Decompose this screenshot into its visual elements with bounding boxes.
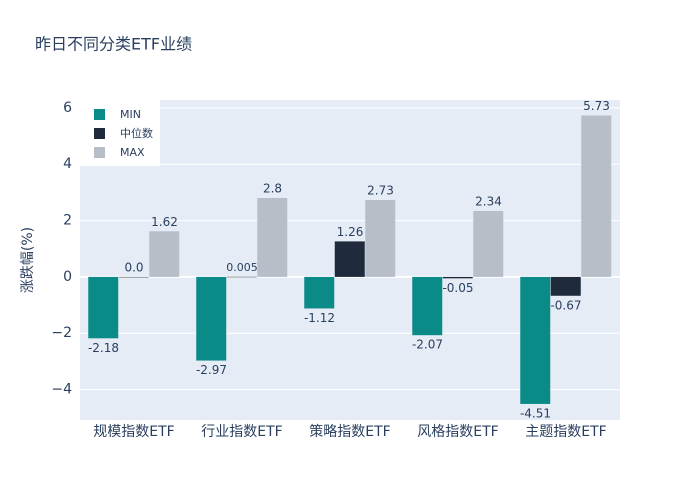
value-label: 1.62 xyxy=(151,215,178,229)
bar xyxy=(442,276,473,279)
bar xyxy=(88,276,119,339)
legend-box xyxy=(80,100,160,166)
x-tick-label: 行业指数ETF xyxy=(201,424,282,440)
bar xyxy=(118,276,149,278)
bar xyxy=(520,276,551,404)
bar xyxy=(257,198,288,277)
legend-label: 中位数 xyxy=(120,126,153,140)
x-tick-label: 主题指数ETF xyxy=(525,424,606,440)
bar xyxy=(304,276,335,309)
y-tick-label: 6 xyxy=(63,100,72,116)
value-label: 2.34 xyxy=(475,194,502,208)
value-label: -4.51 xyxy=(520,406,551,420)
legend-label: MAX xyxy=(120,146,145,159)
y-tick-label: 4 xyxy=(63,156,72,172)
value-label: 0.0 xyxy=(124,260,143,274)
bar xyxy=(412,276,443,336)
y-tick-label: 0 xyxy=(63,269,72,285)
value-label: 5.73 xyxy=(583,99,610,113)
bar xyxy=(473,210,504,277)
x-tick-label: 规模指数ETF xyxy=(93,424,174,440)
legend-swatch xyxy=(94,109,105,120)
bar xyxy=(581,115,612,277)
value-label: -0.67 xyxy=(550,298,581,312)
value-label: 0.005 xyxy=(226,261,258,274)
y-axis-title: 涨跌幅(%) xyxy=(20,227,36,293)
value-label: -2.97 xyxy=(196,363,227,377)
legend-label: MIN xyxy=(120,108,141,121)
y-tick-label: −4 xyxy=(51,382,72,398)
bar xyxy=(550,276,581,296)
bar xyxy=(334,241,365,277)
x-tick-label: 策略指数ETF xyxy=(309,423,390,440)
value-label: 2.73 xyxy=(367,184,394,198)
value-label: -2.07 xyxy=(412,338,443,352)
y-tick-label: −2 xyxy=(51,325,72,341)
legend-swatch xyxy=(94,128,105,139)
chart-title: 昨日不同分类ETF业绩 xyxy=(35,35,192,54)
value-label: 2.8 xyxy=(263,182,282,196)
value-label: -1.12 xyxy=(304,311,335,325)
value-label: 1.26 xyxy=(337,225,364,239)
legend-swatch xyxy=(94,147,105,158)
value-label: -2.18 xyxy=(88,341,119,355)
bar xyxy=(226,276,257,278)
x-tick-label: 风格指数ETF xyxy=(417,424,498,440)
y-tick-label: 2 xyxy=(63,213,72,229)
value-label: -0.05 xyxy=(442,281,473,295)
bar xyxy=(196,276,227,361)
bar xyxy=(149,231,180,277)
bar xyxy=(365,200,396,277)
